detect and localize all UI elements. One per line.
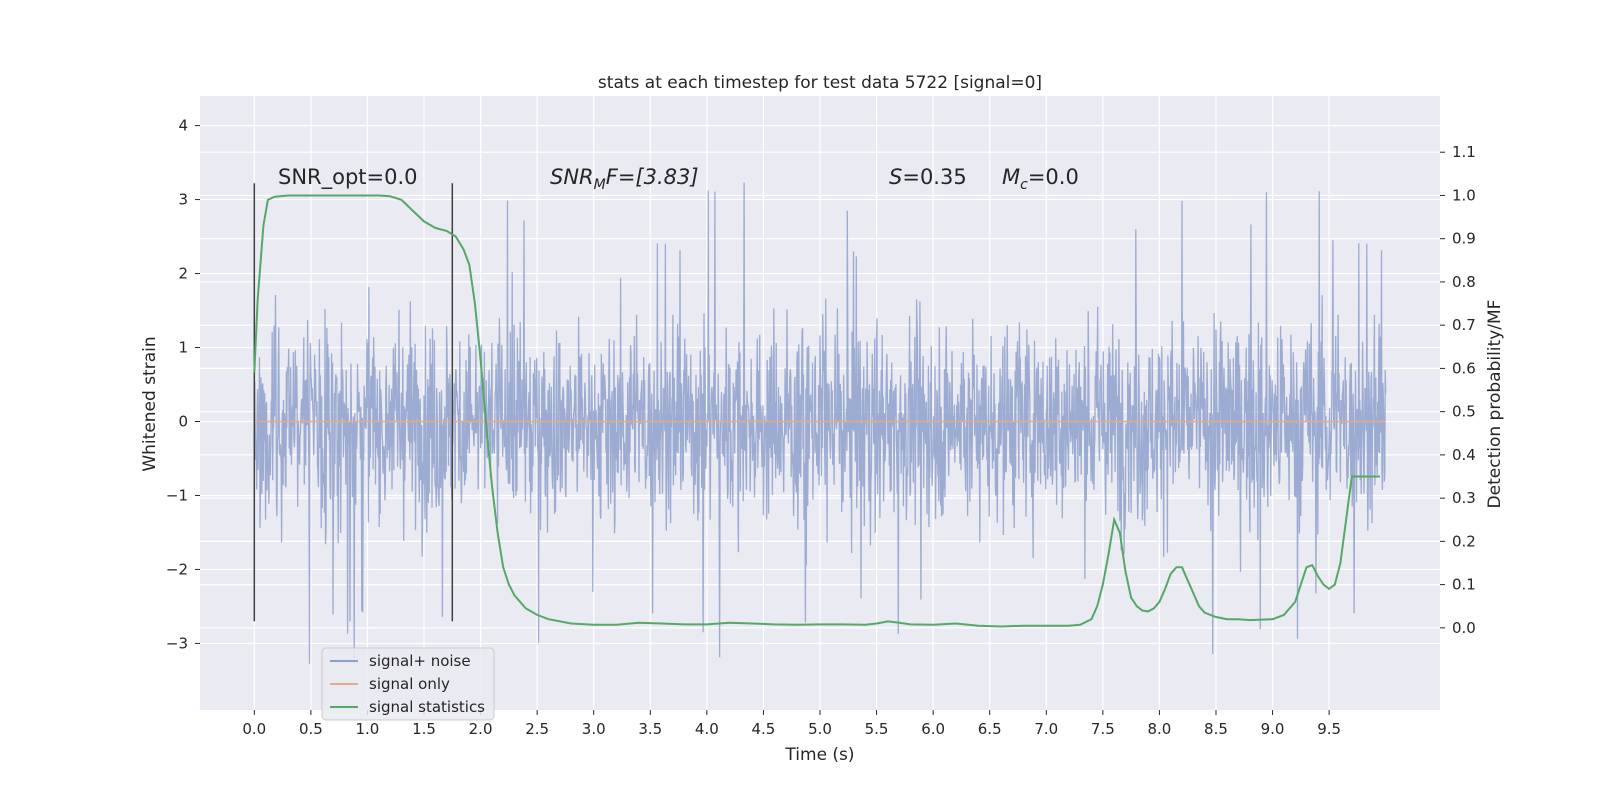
x-tick-label: 3.5 bbox=[638, 720, 662, 738]
x-tick-label: 5.5 bbox=[865, 720, 889, 738]
x-tick-label: 7.5 bbox=[1091, 720, 1115, 738]
x-tick-label: 9.0 bbox=[1261, 720, 1285, 738]
mc-subscript: c bbox=[1020, 177, 1028, 193]
x-tick-label: 4.5 bbox=[752, 720, 776, 738]
signal-plus-noise-series bbox=[253, 182, 1387, 665]
annotation-mc: Mc=0.0 bbox=[1002, 165, 1079, 193]
mc-value: =0.0 bbox=[1028, 165, 1079, 189]
x-tick-label: 6.0 bbox=[921, 720, 945, 738]
x-tick-label: 7.0 bbox=[1034, 720, 1058, 738]
y2-tick-label: 0.7 bbox=[1452, 316, 1476, 334]
y2-tick-label: 0.4 bbox=[1452, 446, 1476, 464]
x-tick-label: 4.0 bbox=[695, 720, 719, 738]
x-tick-label: 5.0 bbox=[808, 720, 832, 738]
x-tick-label: 8.0 bbox=[1147, 720, 1171, 738]
signal-statistics-line bbox=[253, 194, 1380, 628]
x-tick-label: 2.5 bbox=[525, 720, 549, 738]
s-value: =0.35 bbox=[902, 165, 966, 189]
snr-mf-value: F=[3.83] bbox=[606, 165, 699, 189]
y2-tick-label: 0.3 bbox=[1452, 489, 1476, 507]
legend: signal+ noise signal only signal statist… bbox=[321, 647, 495, 721]
s-symbol: S bbox=[889, 165, 902, 189]
x-axis-label: Time (s) bbox=[784, 745, 854, 765]
legend-label-signal-plus-noise: signal+ noise bbox=[369, 652, 471, 670]
signal-plus-noise-line bbox=[253, 182, 1387, 665]
legend-label-signal-statistics: signal statistics bbox=[369, 698, 485, 716]
y2-tick-label: 0.8 bbox=[1452, 273, 1476, 291]
y2-tick-label: 0.6 bbox=[1452, 359, 1476, 377]
x-tick-label: 1.5 bbox=[412, 720, 436, 738]
x-tick-label: 2.0 bbox=[469, 720, 493, 738]
x-tick-label: 6.5 bbox=[978, 720, 1002, 738]
mc-symbol: M bbox=[1002, 165, 1020, 189]
x-tick-label: 8.5 bbox=[1204, 720, 1228, 738]
x-tick-label: 0.5 bbox=[299, 720, 323, 738]
y2-tick-label: 1.1 bbox=[1452, 143, 1476, 161]
y-tick-label: 0 bbox=[178, 412, 188, 430]
snr-mf-symbol: SNR bbox=[550, 165, 594, 189]
y-tick-label: −3 bbox=[166, 634, 188, 652]
y2-tick-label: 1.0 bbox=[1452, 186, 1476, 204]
signal-statistics-series bbox=[253, 194, 1380, 628]
x-tick-label: 9.5 bbox=[1317, 720, 1341, 738]
annotation-snr-mf: SNRMF=[3.83] bbox=[550, 165, 699, 193]
y-tick-label: −2 bbox=[166, 560, 188, 578]
annotation-s: S=0.35 bbox=[889, 165, 967, 189]
y-tick-label: 3 bbox=[178, 191, 188, 209]
axis-ticks: 0.0 0.5 1.0 1.5 2.0 2.5 3.0 3.5 4.0 4.5 5.0 5.5 6.0 6… bbox=[166, 117, 1476, 738]
y2-tick-label: 0.9 bbox=[1452, 230, 1476, 248]
y-tick-label: 2 bbox=[178, 265, 188, 283]
y-tick-label: −1 bbox=[166, 486, 188, 504]
annotation-snr-opt: SNR_opt=0.0 bbox=[278, 165, 418, 190]
x-tick-label: 0.0 bbox=[242, 720, 266, 738]
chart-title: stats at each timestep for test data 572… bbox=[598, 73, 1042, 93]
x-tick-label: 1.0 bbox=[356, 720, 380, 738]
y-tick-label: 4 bbox=[178, 117, 188, 135]
y2-tick-label: 0.0 bbox=[1452, 619, 1476, 637]
y-axis-label: Whitened strain bbox=[140, 336, 160, 471]
y2-tick-label: 0.5 bbox=[1452, 403, 1476, 421]
y2-tick-label: 0.1 bbox=[1452, 576, 1476, 594]
y-tick-label: 1 bbox=[178, 339, 188, 357]
window-markers bbox=[253, 183, 454, 622]
legend-label-signal-only: signal only bbox=[369, 675, 450, 693]
y2-tick-label: 0.2 bbox=[1452, 532, 1476, 550]
y2-axis-label: Detection probability/MF bbox=[1485, 300, 1505, 509]
snr-mf-subscript: M bbox=[594, 177, 606, 193]
legend-box bbox=[321, 647, 495, 721]
x-tick-label: 3.0 bbox=[582, 720, 606, 738]
